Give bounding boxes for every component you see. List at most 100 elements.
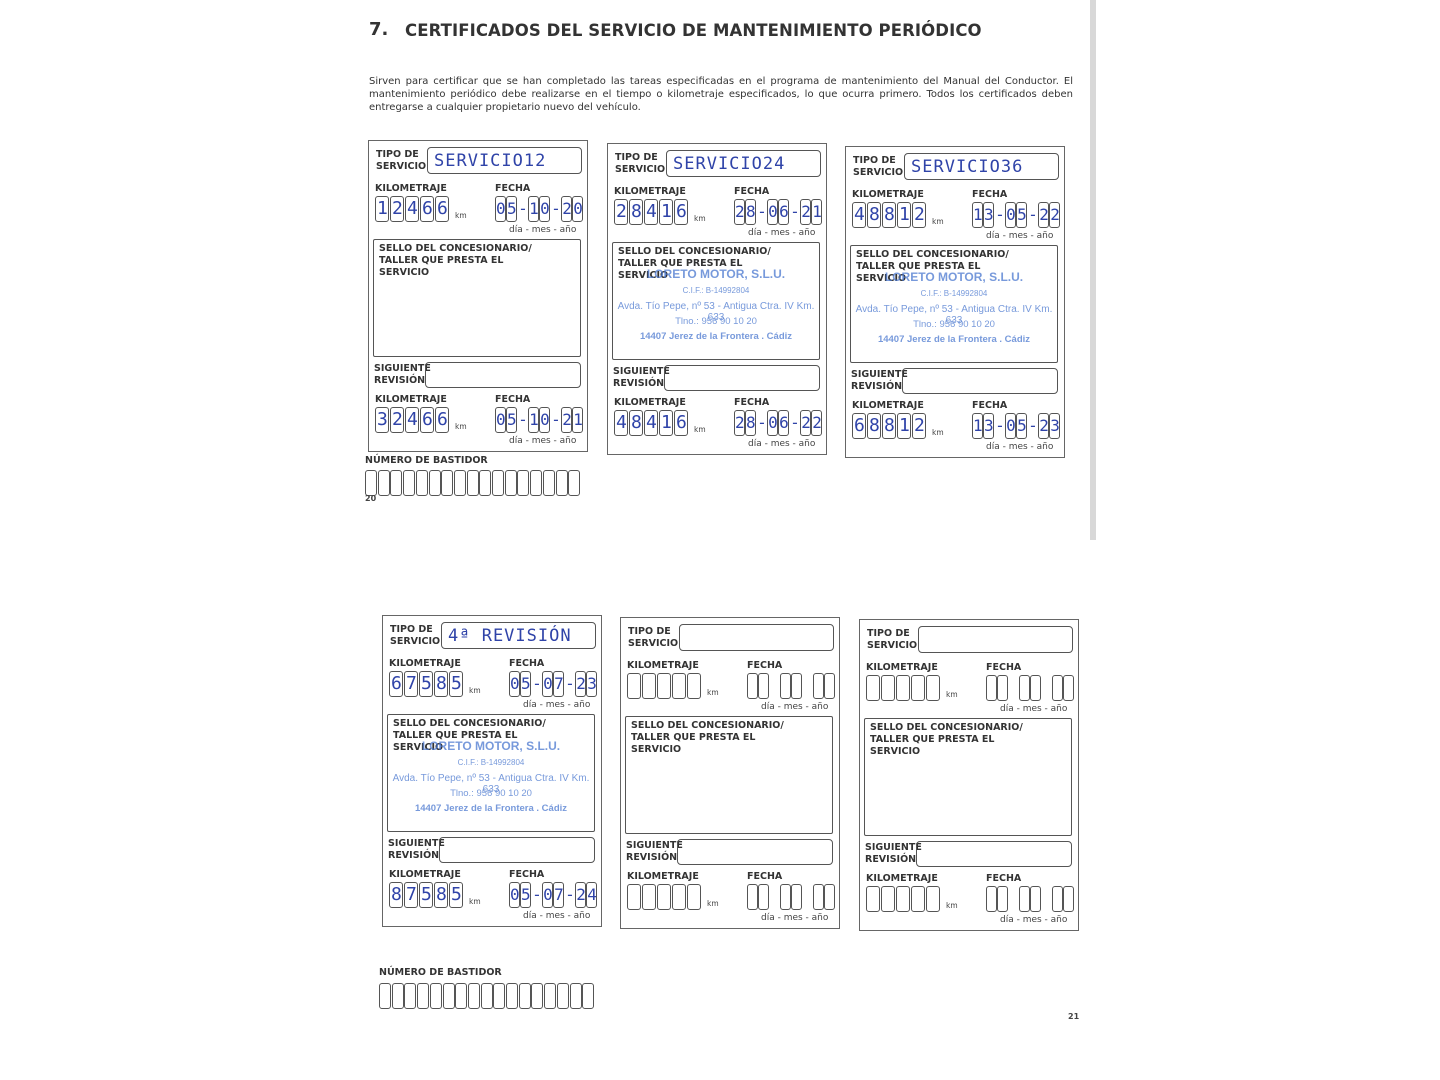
digit-box — [911, 886, 925, 912]
stamp-line: 14407 Jerez de la Frontera . Cádiz — [639, 331, 793, 342]
digit-box — [972, 202, 983, 228]
digit-box — [897, 413, 911, 439]
km-value: 48812 — [854, 204, 929, 225]
tipo-box: SERVICIO24 — [666, 150, 821, 177]
date-value: 05-10-21 — [496, 410, 585, 429]
digit-box — [642, 884, 656, 910]
date-format: día - mes - año — [986, 231, 1054, 241]
digit-box — [780, 884, 791, 910]
km-value: 32466 — [377, 409, 452, 430]
digit-box — [1063, 675, 1074, 701]
digit-box — [687, 673, 701, 699]
digit-box — [644, 410, 658, 436]
digit-box — [791, 673, 802, 699]
service-card: TIPO DE SERVICIO SERVICIO36 KILOMETRAJE FEC… — [845, 146, 1065, 458]
digit-box — [866, 675, 880, 701]
digit-box — [824, 884, 835, 910]
siguiente-box — [425, 362, 581, 388]
bastidor-label: NÚMERO DE BASTIDOR — [365, 455, 488, 466]
bastidor-box — [455, 983, 468, 1009]
digit-box — [778, 199, 789, 225]
stamp-line: Tlno.: 956 90 10 20 — [675, 316, 757, 327]
digit-box — [506, 407, 517, 433]
fecha-label: FECHA — [509, 869, 545, 880]
digit-box — [1052, 886, 1063, 912]
km-label: KILOMETRAJE — [614, 397, 686, 408]
tipo-box — [679, 624, 834, 651]
siguiente-box — [902, 368, 1058, 394]
digit-box — [1049, 413, 1060, 439]
bastidor-box — [365, 470, 377, 496]
digit-box — [986, 886, 997, 912]
km-unit: km — [707, 899, 719, 908]
digit-box — [420, 196, 434, 222]
digit-box — [983, 413, 994, 439]
digit-box — [674, 410, 688, 436]
digit-box — [627, 884, 641, 910]
km-value: 28416 — [616, 201, 691, 222]
digit-box — [767, 199, 778, 225]
km-unit: km — [455, 211, 467, 220]
digit-box — [586, 882, 597, 908]
bastidor-box — [415, 470, 428, 496]
sello-label: SELLO DEL CONCESIONARIO/ TALLER QUE PRES… — [631, 720, 784, 755]
km-label: KILOMETRAJE — [852, 189, 924, 200]
digit-box — [926, 886, 940, 912]
digit-box — [495, 407, 506, 433]
bastidor-box — [530, 470, 543, 496]
tipo-value: SERVICIO12 — [434, 151, 547, 171]
digit-box — [881, 886, 895, 912]
digit-box — [404, 671, 418, 697]
digit-box — [657, 673, 671, 699]
fecha-label: FECHA — [747, 660, 783, 671]
digit-box — [390, 407, 404, 433]
digit-box — [539, 407, 550, 433]
bastidor-box — [391, 983, 404, 1009]
bastidor-label: NÚMERO DE BASTIDOR — [379, 967, 502, 978]
stamp-line: LORETO MOTOR, S.L.U. — [421, 739, 561, 753]
km-label: KILOMETRAJE — [852, 400, 924, 411]
date-format: día - mes - año — [509, 436, 577, 446]
digit-box — [912, 202, 926, 228]
digit-box — [520, 671, 531, 697]
digit-box — [813, 673, 824, 699]
digit-box — [405, 196, 419, 222]
km-unit: km — [694, 425, 706, 434]
bastidor-box — [542, 470, 555, 496]
digit-box — [572, 407, 583, 433]
digit-box — [642, 673, 656, 699]
bastidor-box — [442, 983, 455, 1009]
digit-box — [539, 196, 550, 222]
bastidor-box — [582, 983, 595, 1009]
digit-box — [813, 884, 824, 910]
km-value: 48416 — [616, 412, 691, 433]
digit-box — [800, 199, 811, 225]
digit-box — [1016, 413, 1027, 439]
digit-box — [434, 882, 448, 908]
digit-box — [986, 675, 997, 701]
digit-box — [435, 407, 449, 433]
stamp-line: LORETO MOTOR, S.L.U. — [646, 267, 786, 281]
digit-box — [747, 673, 758, 699]
date-format: día - mes - año — [748, 228, 816, 238]
digit-box — [528, 407, 539, 433]
digit-box — [561, 407, 572, 433]
digit-box — [747, 884, 758, 910]
digit-box — [553, 671, 564, 697]
sello-label: SELLO DEL CONCESIONARIO/ TALLER QUE PRES… — [393, 718, 546, 753]
digit-box — [852, 413, 866, 439]
bastidor-box — [390, 470, 403, 496]
digit-box — [561, 196, 572, 222]
stamp-line: C.I.F.: B-14992804 — [457, 758, 525, 767]
digit-box — [449, 882, 463, 908]
km-value: 87585 — [391, 884, 466, 905]
tipo-label: TIPO DE SERVICIO — [867, 628, 918, 651]
digit-box — [674, 199, 688, 225]
digit-box — [542, 671, 553, 697]
bastidor-box — [466, 470, 479, 496]
digit-box — [881, 675, 895, 701]
sello-box: SELLO DEL CONCESIONARIO/ TALLER QUE PRES… — [850, 245, 1058, 363]
km-unit: km — [946, 901, 958, 910]
digit-box — [1016, 202, 1027, 228]
siguiente-label: SIGUIENTE REVISIÓN — [613, 366, 670, 389]
